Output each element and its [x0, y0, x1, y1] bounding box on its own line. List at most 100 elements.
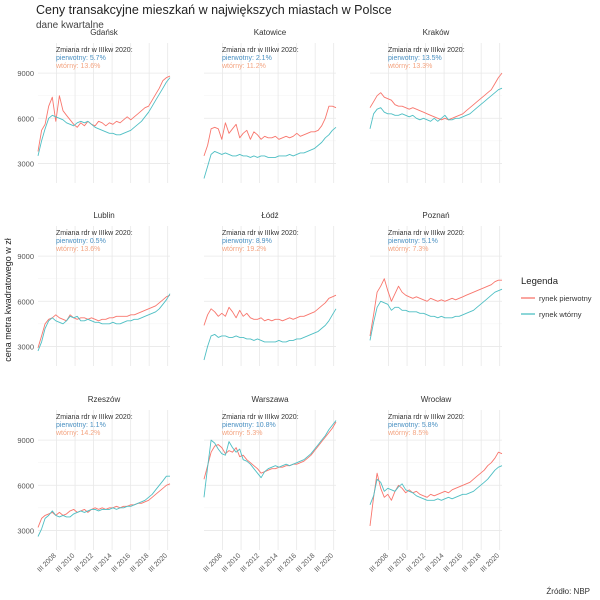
annotation-primary: pierwotny: 1.1% [56, 422, 106, 429]
series-line-secondary [369, 288, 503, 341]
y-tick-label: 6000 [17, 481, 34, 490]
annotation-header: Zmiana rdr w IIIkw 2020: [222, 414, 299, 421]
x-tick-label: III 2014 [92, 552, 114, 574]
annotation-header: Zmiana rdr w IIIkw 2020: [222, 230, 299, 237]
x-tick-label: III 2008 [368, 552, 390, 574]
y-tick-label: 6000 [17, 114, 34, 123]
legend-label-secondary: rynek wtórny [539, 310, 582, 319]
panel-2: Kraków Zmiana rdr w IIIkw 2020:pierwotny:… [369, 28, 503, 183]
series-line-primary [369, 72, 503, 121]
series-line-secondary [37, 293, 171, 352]
annotation-secondary: wtórny: 8.5% [387, 430, 428, 437]
y-tick-label: 9000 [17, 252, 34, 261]
x-tick-label: III 2018 [461, 552, 483, 574]
legend-title: Legenda [521, 276, 559, 287]
chart-title: Ceny transakcyjne mieszkań w największyc… [36, 3, 392, 17]
x-tick-label: III 2016 [443, 552, 465, 574]
series-line-secondary [369, 87, 503, 129]
x-tick-label: III 2012 [240, 552, 262, 574]
legend: Legenda rynek pierwotny rynek wtórny [521, 276, 592, 319]
series-line-primary [37, 294, 171, 349]
annotation-secondary: wtórny: 7.3% [387, 246, 428, 253]
annotation-primary: pierwotny: 5.7% [56, 55, 106, 62]
series-line-secondary [203, 126, 337, 179]
y-tick-label: 6000 [17, 297, 34, 306]
x-tick-label: III 2018 [295, 552, 317, 574]
x-tick-label: III 2010 [387, 552, 409, 574]
source-note: Źródło: NBP [546, 587, 590, 596]
series-line-primary [369, 451, 503, 526]
annotation-primary: pierwotny: 0.5% [56, 238, 106, 245]
x-tick-label: III 2010 [55, 552, 77, 574]
x-tick-label: III 2016 [111, 552, 133, 574]
panel-title: Lublin [93, 211, 114, 220]
annotation-secondary: wtórny: 19.2% [221, 246, 266, 253]
y-tick-label: 3000 [17, 342, 34, 351]
panel-1: Katowice Zmiana rdr w IIIkw 2020:pierwotn… [203, 28, 337, 183]
series-line-secondary [203, 308, 337, 361]
chart-subtitle: dane kwartalne [36, 20, 104, 31]
x-tick-label: III 2008 [202, 552, 224, 574]
annotation-secondary: wtórny: 5.3% [221, 430, 262, 437]
series-line-primary [203, 294, 337, 326]
panels-group: Gdańsk 3000 6000 9000 Zmiana rdr w IIIkw 202… [17, 28, 503, 574]
annotation-primary: pierwotny: 8.9% [222, 238, 272, 245]
panel-title: Poznań [422, 211, 449, 220]
panel-title: Gdańsk [90, 28, 119, 37]
x-tick-label: III 2020 [148, 552, 170, 574]
annotation-primary: pierwotny: 5.8% [388, 422, 438, 429]
series-line-secondary [37, 77, 171, 157]
annotation-header: Zmiana rdr w IIIkw 2020: [388, 414, 465, 421]
x-tick-label: III 2008 [36, 552, 58, 574]
series-line-primary [369, 278, 502, 336]
annotation-header: Zmiana rdr w IIIkw 2020: [56, 47, 133, 54]
x-tick-label: III 2018 [129, 552, 151, 574]
panel-3: Lublin 3000 6000 9000 Zmiana rdr w IIIkw 202… [17, 211, 171, 366]
series-line-secondary [203, 420, 337, 498]
panel-title: Kraków [423, 28, 450, 37]
panel-title: Rzeszów [88, 395, 121, 404]
annotation-secondary: wtórny: 11.2% [221, 63, 266, 70]
series-line-primary [37, 75, 171, 152]
annotation-header: Zmiana rdr w IIIkw 2020: [388, 47, 465, 54]
annotation-primary: pierwotny: 13.5% [388, 55, 442, 62]
x-tick-label: III 2010 [221, 552, 243, 574]
series-line-primary [203, 105, 337, 157]
x-tick-label: III 2012 [74, 552, 96, 574]
y-tick-label: 3000 [17, 526, 34, 535]
series-line-primary [37, 483, 171, 528]
legend-label-primary: rynek pierwotny [539, 294, 592, 303]
annotation-header: Zmiana rdr w IIIkw 2020: [56, 414, 133, 421]
annotation-secondary: wtórny: 14.2% [55, 430, 100, 437]
x-tick-label: III 2014 [258, 552, 280, 574]
panel-4: Łódź Zmiana rdr w IIIkw 2020:pierwotny: 8… [203, 211, 337, 366]
annotation-secondary: wtórny: 13.6% [55, 63, 100, 70]
series-line-secondary [37, 475, 170, 537]
panel-0: Gdańsk 3000 6000 9000 Zmiana rdr w IIIkw 202… [17, 28, 171, 183]
x-tick-label: III 2020 [480, 552, 502, 574]
series-line-secondary [369, 465, 503, 505]
y-tick-label: 9000 [17, 436, 34, 445]
annotation-primary: pierwotny: 2.1% [222, 55, 272, 62]
panel-title: Katowice [254, 28, 287, 37]
annotation-secondary: wtórny: 13.6% [55, 246, 100, 253]
x-tick-label: III 2020 [314, 552, 336, 574]
annotation-header: Zmiana rdr w IIIkw 2020: [388, 230, 465, 237]
panel-title: Warszawa [251, 395, 289, 404]
panel-5: Poznań Zmiana rdr w IIIkw 2020:pierwotny:… [369, 211, 503, 366]
y-tick-label: 3000 [17, 159, 34, 168]
annotation-header: Zmiana rdr w IIIkw 2020: [222, 47, 299, 54]
annotation-secondary: wtórny: 13.3% [387, 63, 432, 70]
x-tick-label: III 2016 [277, 552, 299, 574]
x-tick-label: III 2014 [424, 552, 446, 574]
annotation-primary: pierwotny: 5.1% [388, 238, 438, 245]
panel-title: Wrocław [421, 395, 452, 404]
y-tick-label: 9000 [17, 69, 34, 78]
y-axis-label: cena metra kwadratowego w zł [3, 238, 13, 362]
annotation-header: Zmiana rdr w IIIkw 2020: [56, 230, 133, 237]
annotation-primary: pierwotny: 10.8% [222, 422, 276, 429]
